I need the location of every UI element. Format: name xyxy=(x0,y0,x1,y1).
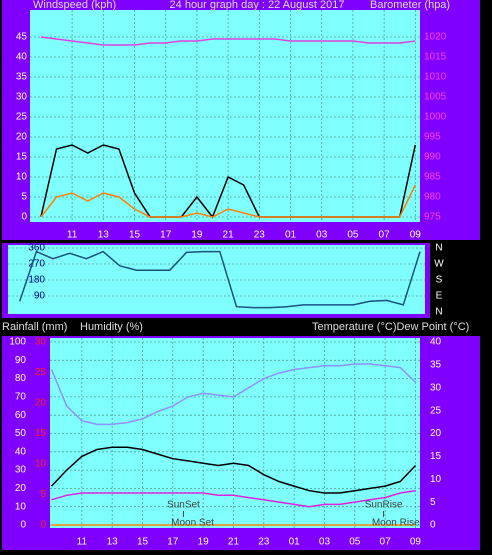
plot-area xyxy=(50,338,420,528)
annotation: SunSet xyxy=(167,500,200,511)
y2-tick-label: 0 xyxy=(430,520,436,531)
y3-tick-label: 5 xyxy=(40,489,46,500)
x-tick-label: 21 xyxy=(223,230,235,241)
annotation: Moon Set xyxy=(171,518,214,529)
y3-tick-label: 30 xyxy=(35,337,47,348)
y2-tick-label: 25 xyxy=(430,405,442,416)
x-tick-label: 15 xyxy=(137,537,149,548)
y3-tick-label: 0 xyxy=(40,520,46,531)
y2-tick-label: 5 xyxy=(430,497,436,508)
y2-tick-label: N xyxy=(435,307,442,318)
y-tick-label: 80 xyxy=(15,373,27,384)
y-tick-label: 0 xyxy=(20,520,26,531)
y-tick-label: 90 xyxy=(34,291,46,302)
series-line xyxy=(18,250,421,309)
y-tick-label: 30 xyxy=(15,465,27,476)
y-tick-label: 20 xyxy=(16,132,28,143)
x-tick-label: 15 xyxy=(129,230,141,241)
y-tick-label: 25 xyxy=(16,112,28,123)
y2-tick-label: 985 xyxy=(424,172,441,183)
x-tick-label: 03 xyxy=(319,537,331,548)
y2-tick-label: 1005 xyxy=(424,92,447,103)
x-tick-label: 17 xyxy=(160,230,172,241)
series-line xyxy=(40,36,416,46)
y-tick-label: 180 xyxy=(28,275,45,286)
series-line xyxy=(50,363,417,426)
x-tick-label: 19 xyxy=(191,230,203,241)
y-tick-label: 10 xyxy=(15,501,27,512)
y2-tick-label: 1000 xyxy=(424,112,447,123)
y2-tick-label: N xyxy=(435,243,442,254)
y-tick-label: 360 xyxy=(28,243,45,254)
y2-tick-label: 35 xyxy=(430,360,442,371)
x-tick-label: 11 xyxy=(67,230,78,241)
x-tick-label: 01 xyxy=(289,537,301,548)
x-tick-label: 17 xyxy=(167,537,179,548)
y2-tick-label: 20 xyxy=(430,428,442,439)
y-label: Windspeed (kph) xyxy=(33,0,116,11)
y2-tick-label: 975 xyxy=(424,212,441,223)
y2-tick-label: 1015 xyxy=(424,52,447,63)
y-tick-label: 20 xyxy=(15,483,27,494)
x-tick-label: 11 xyxy=(77,537,88,548)
y2-tick-label: 15 xyxy=(430,451,442,462)
y2-label: Barometer (hpa) xyxy=(370,0,450,11)
y-tick-label: 100 xyxy=(9,337,26,348)
x-tick-label: 13 xyxy=(98,230,110,241)
y-tick-label: 90 xyxy=(15,355,27,366)
x-tick-label: 05 xyxy=(347,230,359,241)
annotation: Moon Rise xyxy=(372,518,420,529)
y-tick-label: 0 xyxy=(21,212,27,223)
y2-tick-label: 995 xyxy=(424,132,441,143)
y2-tick-label: S xyxy=(436,275,443,286)
y-tick-label: 5 xyxy=(21,192,27,203)
x-tick-label: 23 xyxy=(258,537,270,548)
y2-tick-label: 1020 xyxy=(424,32,447,43)
x-tick-label: 09 xyxy=(410,230,422,241)
y3-tick-label: 20 xyxy=(35,398,47,409)
y3-label: Rainfall (mm) xyxy=(2,321,67,333)
y2-label: Temperature (°C)Dew Point (°C) xyxy=(312,321,469,333)
y-tick-label: 35 xyxy=(16,72,28,83)
x-tick-label: 19 xyxy=(198,537,210,548)
y2-tick-label: E xyxy=(436,291,443,302)
series-line xyxy=(40,184,416,218)
x-tick-label: 07 xyxy=(379,230,391,241)
y-tick-label: 10 xyxy=(16,172,28,183)
y-tick-label: 30 xyxy=(16,92,28,103)
chart-title: 24 hour graph day : 22 August 2017 xyxy=(170,0,345,11)
y3-tick-label: 10 xyxy=(35,459,47,470)
y-tick-label: 60 xyxy=(15,410,27,421)
x-tick-label: 03 xyxy=(316,230,328,241)
x-tick-label: 01 xyxy=(285,230,297,241)
series-line xyxy=(50,446,417,494)
y2-tick-label: 40 xyxy=(430,337,442,348)
x-tick-label: 05 xyxy=(349,537,361,548)
y2-tick-label: 1010 xyxy=(424,72,447,83)
y2-tick-label: 980 xyxy=(424,192,441,203)
y-label: Humidity (%) xyxy=(80,321,143,333)
x-tick-label: 07 xyxy=(380,537,392,548)
y2-tick-label: W xyxy=(434,259,444,270)
y2-tick-label: 10 xyxy=(430,474,442,485)
y-tick-label: 270 xyxy=(28,259,45,270)
y-tick-label: 70 xyxy=(15,392,27,403)
x-tick-label: 21 xyxy=(228,537,240,548)
y-tick-label: 40 xyxy=(16,52,28,63)
series-line xyxy=(51,489,416,508)
x-tick-label: 13 xyxy=(107,537,119,548)
y3-tick-label: 15 xyxy=(35,428,47,439)
y2-tick-label: 990 xyxy=(424,152,441,163)
annotation: SunRise xyxy=(365,500,403,511)
x-tick-label: 09 xyxy=(410,537,422,548)
y3-tick-label: 25 xyxy=(35,367,47,378)
y-tick-label: 15 xyxy=(16,152,28,163)
y-tick-label: 45 xyxy=(16,32,28,43)
y-tick-label: 50 xyxy=(15,428,27,439)
y2-tick-label: 30 xyxy=(430,382,442,393)
y-tick-label: 40 xyxy=(15,446,27,457)
x-tick-label: 23 xyxy=(254,230,266,241)
